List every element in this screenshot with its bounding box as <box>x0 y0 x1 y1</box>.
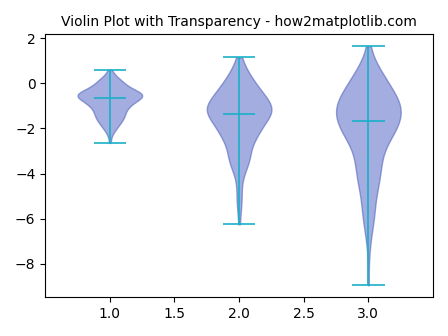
Title: Violin Plot with Transparency - how2matplotlib.com: Violin Plot with Transparency - how2matp… <box>61 15 417 29</box>
